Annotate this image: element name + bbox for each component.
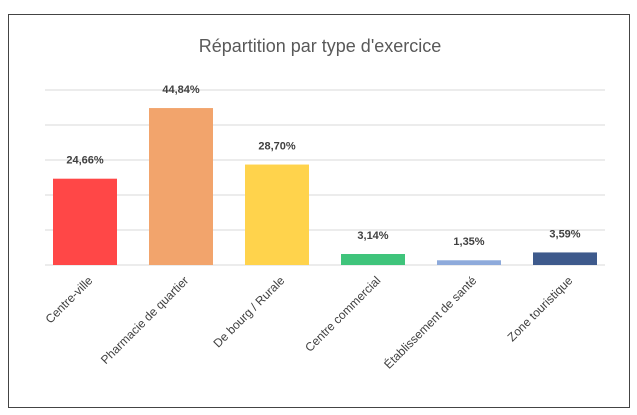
data-label: 24,66% <box>66 155 104 167</box>
bar <box>149 108 213 265</box>
data-label: 1,35% <box>453 236 484 248</box>
chart-title: Répartition par type d'exercice <box>199 36 442 56</box>
bar <box>341 254 405 265</box>
data-label: 3,59% <box>549 228 580 240</box>
bar <box>53 178 117 265</box>
data-label: 3,14% <box>357 230 388 242</box>
data-label: 28,70% <box>258 140 296 152</box>
bar <box>533 252 597 265</box>
bar <box>437 260 501 265</box>
bar <box>245 164 309 265</box>
data-label: 44,84% <box>162 84 200 96</box>
